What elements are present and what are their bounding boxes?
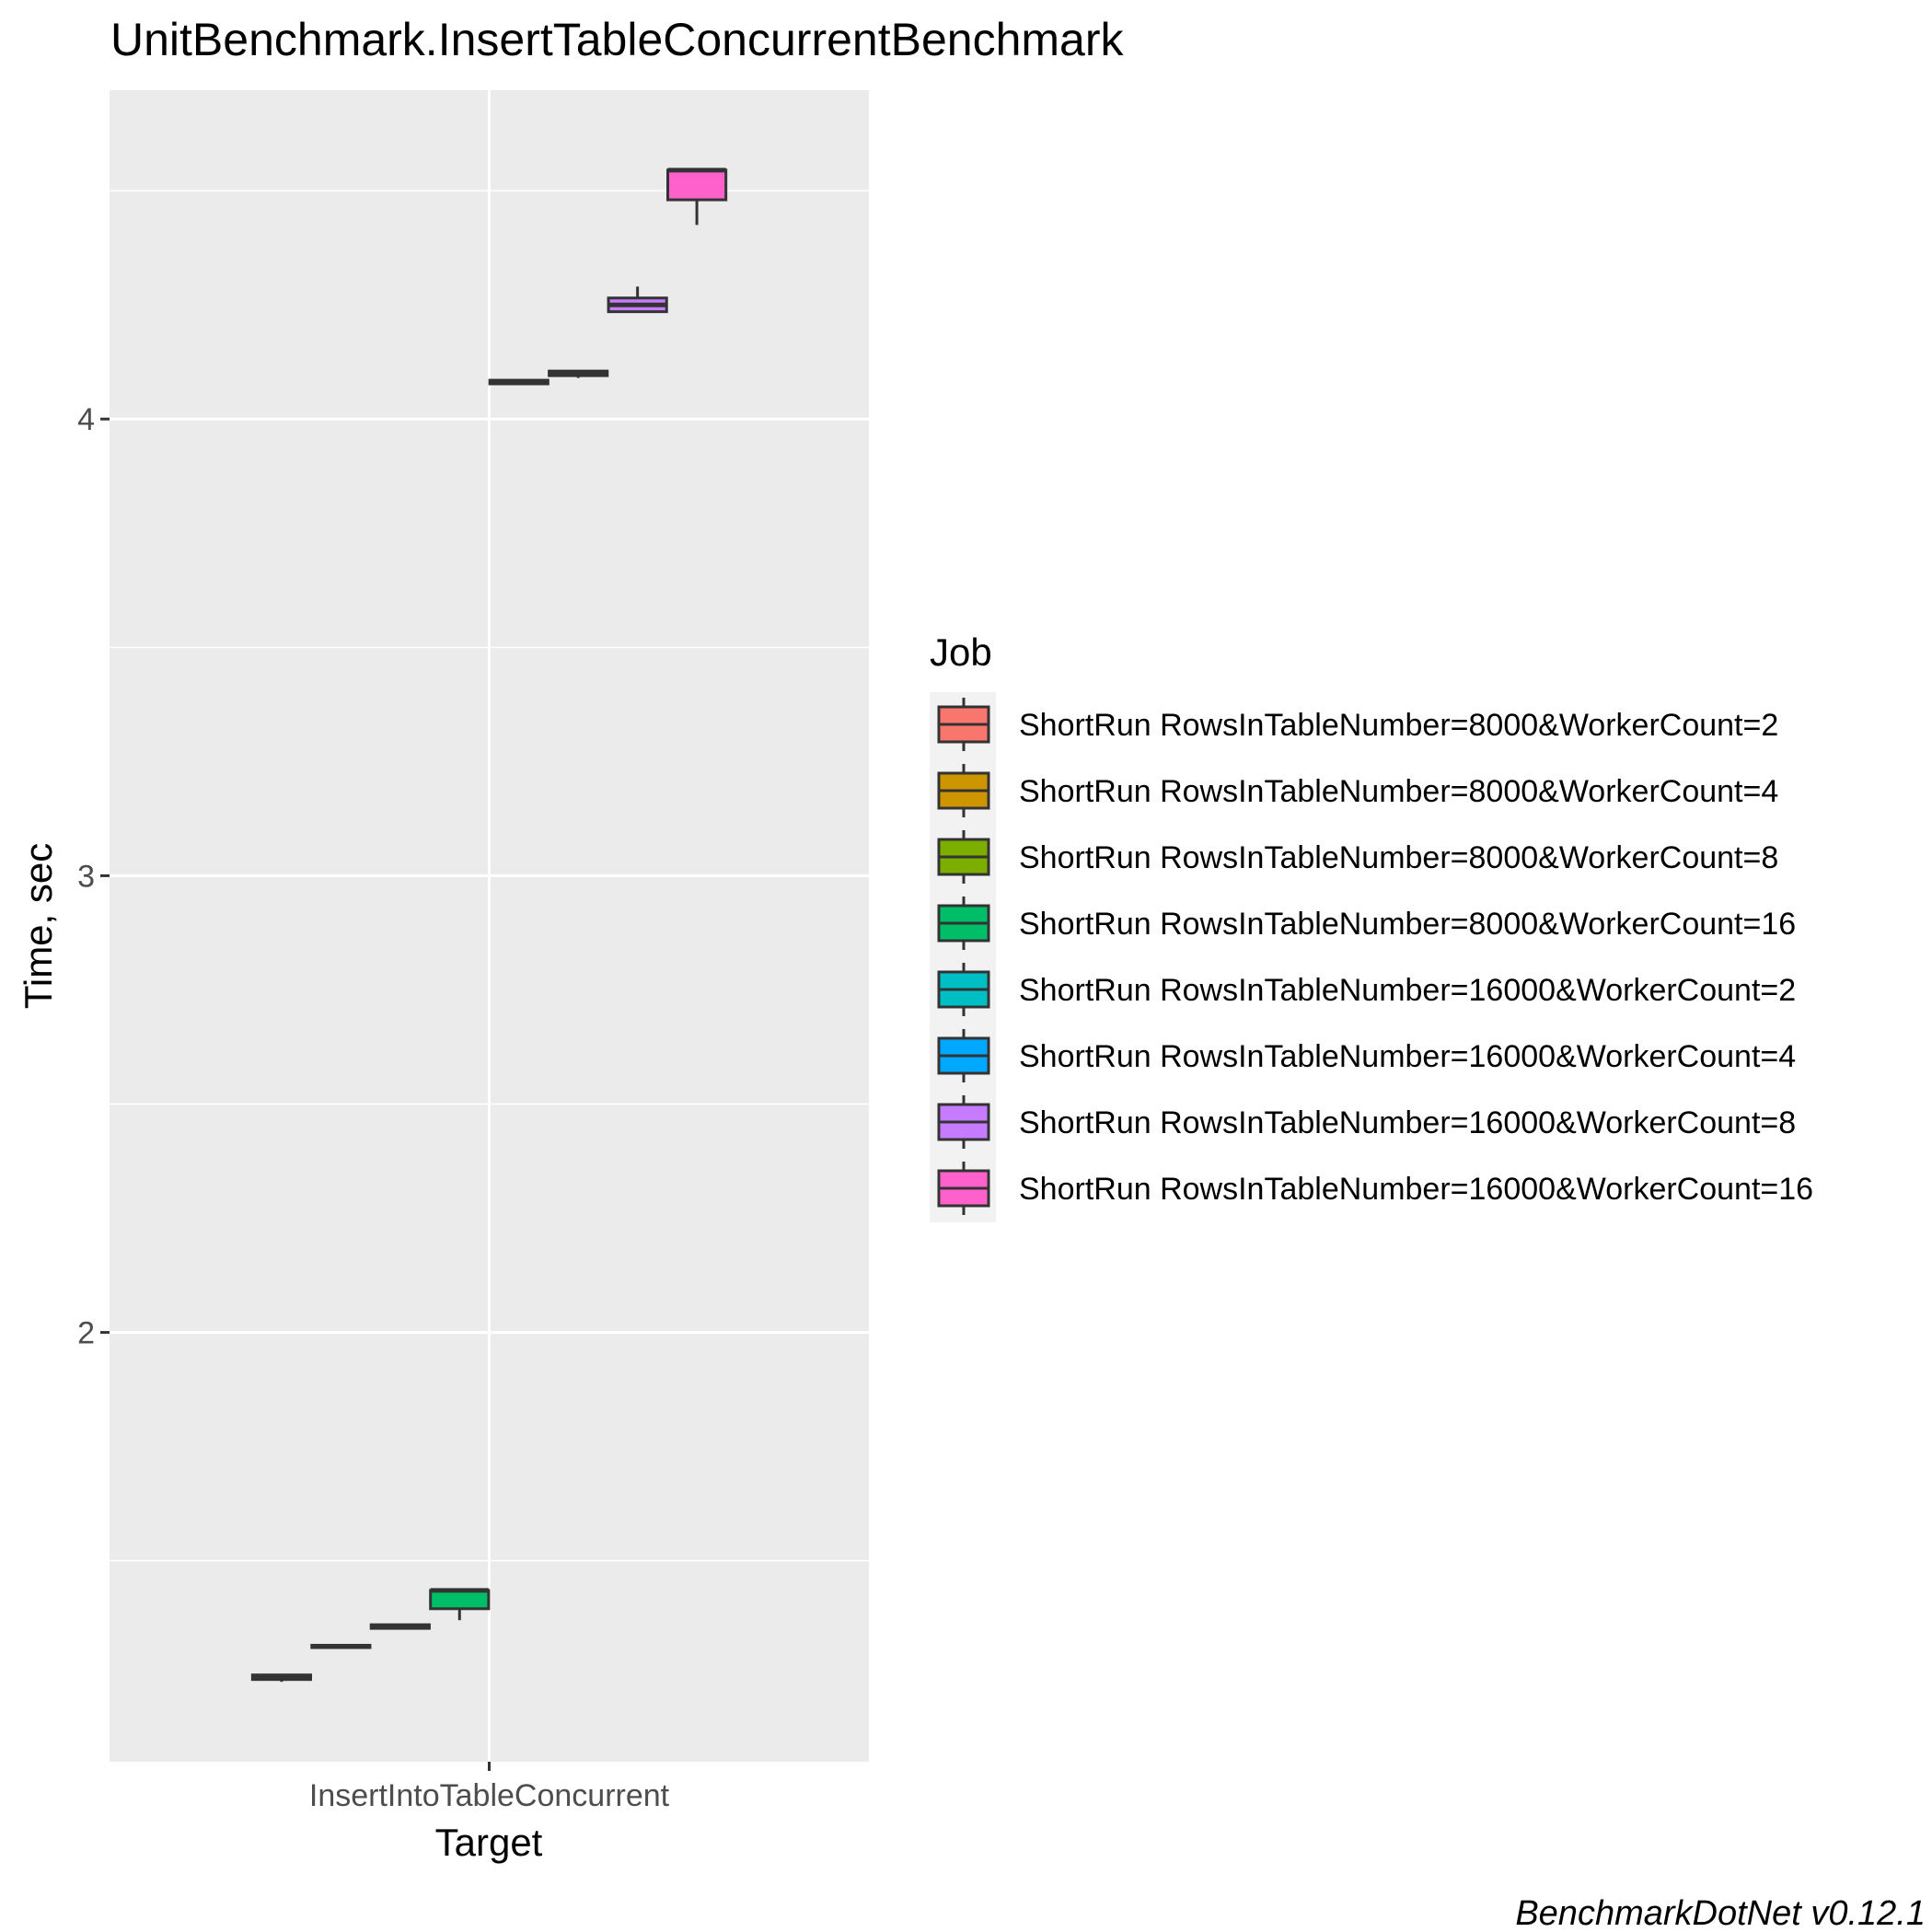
box-body xyxy=(429,1589,491,1611)
legend-item: ShortRun RowsInTableNumber=16000&WorkerC… xyxy=(937,1162,1813,1215)
axes: 2 3 4 InsertIntoTableConcurrent xyxy=(77,402,670,1813)
legend-item: ShortRun RowsInTableNumber=16000&WorkerC… xyxy=(937,1095,1796,1149)
box-4 xyxy=(429,1588,491,1621)
legend-label: ShortRun RowsInTableNumber=8000&WorkerCo… xyxy=(1019,840,1778,875)
box-3 xyxy=(369,1623,431,1630)
y-tick-label: 3 xyxy=(77,859,95,894)
box-2 xyxy=(310,1643,372,1649)
legend-item: ShortRun RowsInTableNumber=8000&WorkerCo… xyxy=(937,897,1796,950)
box-8 xyxy=(666,168,728,226)
legend-item: ShortRun RowsInTableNumber=16000&WorkerC… xyxy=(937,1029,1796,1082)
legend-label: ShortRun RowsInTableNumber=16000&WorkerC… xyxy=(1019,1105,1796,1140)
x-axis-title: Target xyxy=(435,1821,543,1864)
legend-item: ShortRun RowsInTableNumber=16000&WorkerC… xyxy=(937,963,1796,1016)
box-5 xyxy=(488,378,550,386)
legend-label: ShortRun RowsInTableNumber=8000&WorkerCo… xyxy=(1019,907,1796,942)
legend-label: ShortRun RowsInTableNumber=16000&WorkerC… xyxy=(1019,973,1796,1008)
y-axis-title: Time, sec xyxy=(17,843,60,1009)
legend-label: ShortRun RowsInTableNumber=16000&WorkerC… xyxy=(1019,1172,1813,1207)
box-series xyxy=(250,168,728,1683)
legend-item: ShortRun RowsInTableNumber=8000&WorkerCo… xyxy=(937,830,1778,884)
legend-label: ShortRun RowsInTableNumber=8000&WorkerCo… xyxy=(1019,774,1778,809)
footer-credit: BenchmarkDotNet v0.12.1 xyxy=(1515,1894,1926,1932)
legend-item: ShortRun RowsInTableNumber=8000&WorkerCo… xyxy=(937,698,1778,751)
legend-label: ShortRun RowsInTableNumber=16000&WorkerC… xyxy=(1019,1039,1796,1074)
box-1 xyxy=(250,1673,312,1683)
legend-title: Job xyxy=(930,631,992,674)
chart-title: UnitBenchmark.InsertTableConcurrentBench… xyxy=(110,14,1124,65)
grid-lines xyxy=(110,90,869,1762)
x-tick-label: InsertIntoTableConcurrent xyxy=(309,1778,670,1813)
box-body xyxy=(666,168,728,202)
y-tick-label: 4 xyxy=(77,402,95,437)
y-tick-label: 2 xyxy=(77,1316,95,1351)
legend: Job ShortRun RowsInTableNumber=8000&Work… xyxy=(930,631,1813,1222)
box-6 xyxy=(548,369,609,378)
legend-items: ShortRun RowsInTableNumber=8000&WorkerCo… xyxy=(937,698,1813,1215)
box-7 xyxy=(607,286,668,314)
legend-item: ShortRun RowsInTableNumber=8000&WorkerCo… xyxy=(937,764,1778,817)
legend-label: ShortRun RowsInTableNumber=8000&WorkerCo… xyxy=(1019,708,1778,743)
